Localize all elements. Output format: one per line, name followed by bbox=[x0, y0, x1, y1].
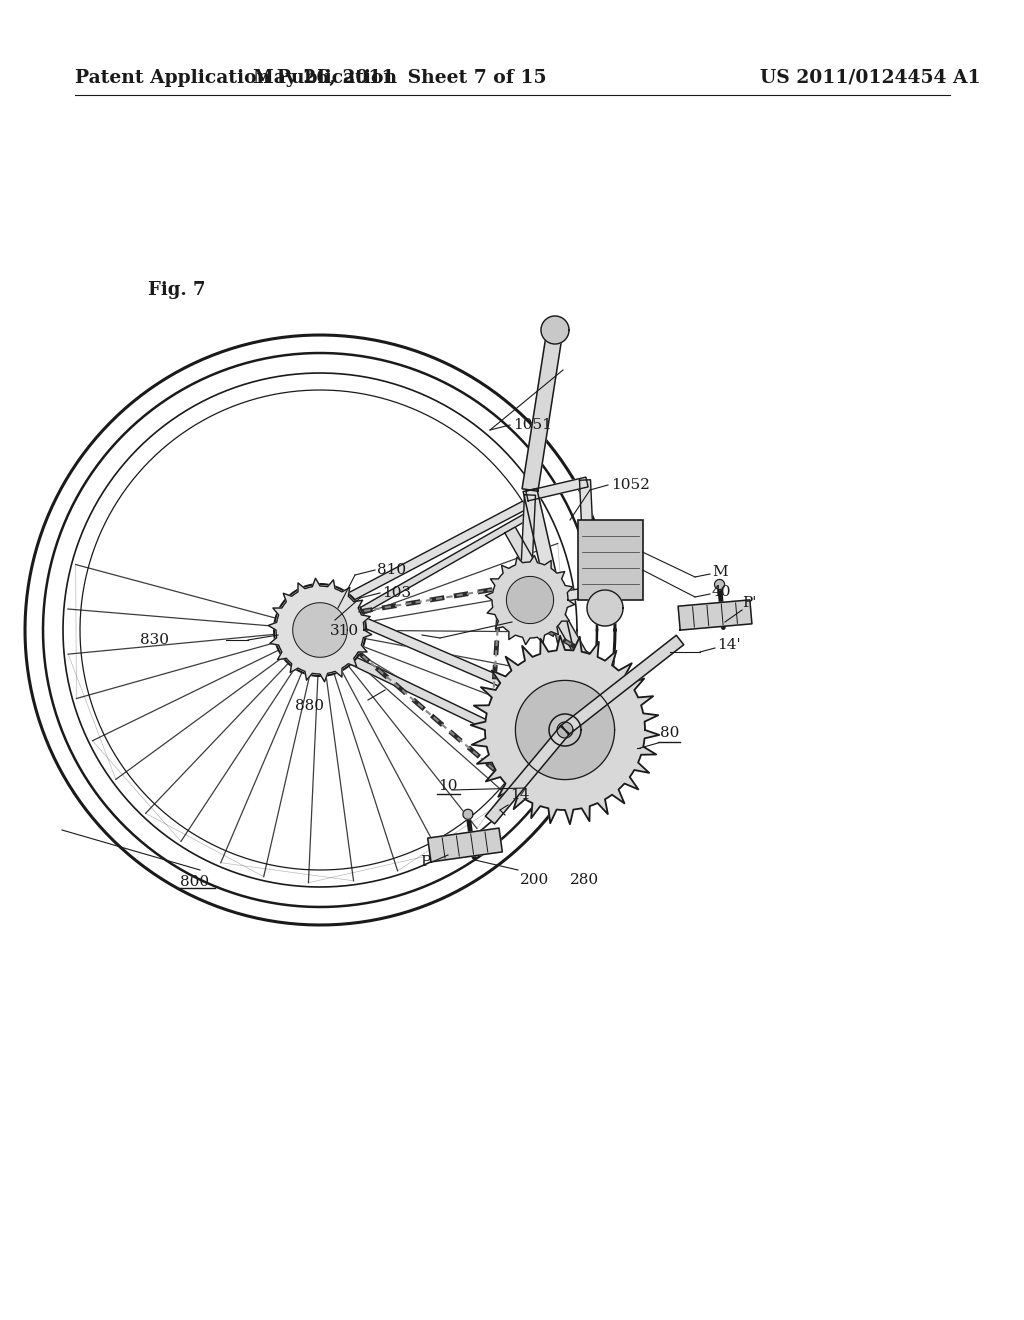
Text: 10: 10 bbox=[438, 779, 458, 793]
Text: 800: 800 bbox=[180, 875, 210, 888]
Bar bbox=[578, 520, 642, 601]
Polygon shape bbox=[561, 635, 684, 735]
Polygon shape bbox=[557, 722, 573, 738]
Polygon shape bbox=[715, 579, 725, 590]
Polygon shape bbox=[268, 578, 372, 681]
Polygon shape bbox=[519, 495, 536, 601]
Text: 80: 80 bbox=[660, 726, 679, 741]
Text: 14': 14' bbox=[717, 638, 740, 652]
Text: 1052: 1052 bbox=[611, 478, 650, 492]
Polygon shape bbox=[515, 680, 614, 780]
Text: 280: 280 bbox=[570, 873, 599, 887]
Text: 880: 880 bbox=[295, 700, 324, 713]
Polygon shape bbox=[485, 726, 569, 824]
Polygon shape bbox=[507, 577, 554, 623]
Text: P: P bbox=[420, 855, 430, 869]
Text: 1051: 1051 bbox=[513, 418, 552, 432]
Polygon shape bbox=[523, 488, 587, 711]
Polygon shape bbox=[525, 587, 593, 607]
Text: 310: 310 bbox=[330, 624, 359, 638]
Polygon shape bbox=[274, 583, 366, 676]
Polygon shape bbox=[580, 479, 596, 590]
Polygon shape bbox=[306, 616, 334, 644]
Polygon shape bbox=[678, 599, 752, 630]
Polygon shape bbox=[541, 315, 569, 345]
Polygon shape bbox=[338, 607, 557, 710]
Text: 14: 14 bbox=[510, 788, 529, 803]
Polygon shape bbox=[340, 507, 540, 626]
Polygon shape bbox=[522, 329, 563, 491]
Polygon shape bbox=[526, 477, 588, 500]
Text: May 26, 2011  Sheet 7 of 15: May 26, 2011 Sheet 7 of 15 bbox=[253, 69, 547, 87]
Polygon shape bbox=[293, 603, 347, 657]
Polygon shape bbox=[292, 602, 348, 657]
Polygon shape bbox=[471, 636, 659, 824]
Polygon shape bbox=[333, 648, 562, 764]
Text: 810: 810 bbox=[377, 564, 407, 577]
Text: Fig. 7: Fig. 7 bbox=[148, 281, 206, 300]
Text: Patent Application Publication: Patent Application Publication bbox=[75, 69, 397, 87]
Text: 200: 200 bbox=[520, 873, 549, 887]
Polygon shape bbox=[505, 527, 595, 673]
Polygon shape bbox=[549, 714, 581, 746]
Text: M: M bbox=[712, 565, 728, 579]
Polygon shape bbox=[428, 828, 503, 862]
Polygon shape bbox=[463, 809, 473, 820]
Polygon shape bbox=[485, 556, 574, 644]
Polygon shape bbox=[587, 590, 623, 626]
Polygon shape bbox=[333, 502, 527, 609]
Text: US 2011/0124454 A1: US 2011/0124454 A1 bbox=[760, 69, 981, 87]
Text: 40: 40 bbox=[712, 585, 731, 599]
Text: 103: 103 bbox=[382, 586, 411, 601]
Text: P': P' bbox=[742, 597, 757, 610]
Text: 830: 830 bbox=[140, 634, 169, 647]
